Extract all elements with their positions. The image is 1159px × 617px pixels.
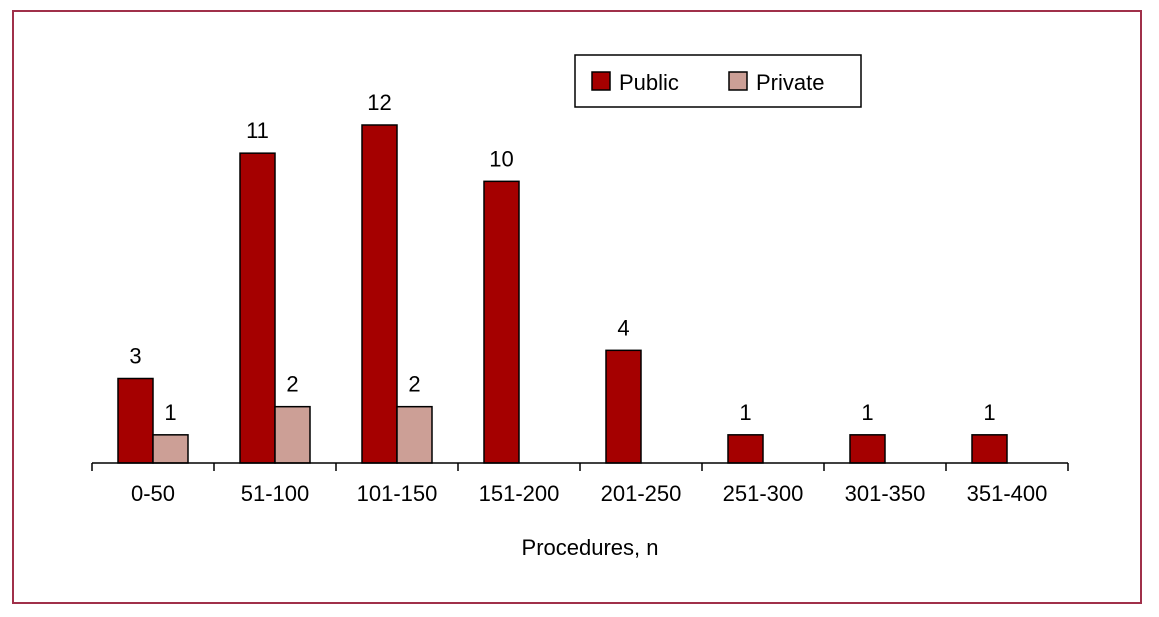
value-label-private-51-100: 2 [286,372,298,397]
bar-public-201-250 [605,349,642,464]
x-tick-label-351-400: 351-400 [967,481,1048,506]
legend-label-private: Private [756,70,824,95]
x-tick-label-251-300: 251-300 [723,481,804,506]
x-axis [91,462,1069,471]
x-tick-label-0-50: 0-50 [131,481,175,506]
value-label-public-101-150: 12 [367,90,391,115]
x-tick-label-101-150: 101-150 [357,481,438,506]
value-label-public-301-350: 1 [861,400,873,425]
bar-private-51-100 [274,405,311,464]
value-label-public-0-50: 3 [129,344,141,369]
bar-public-301-350 [849,434,886,464]
bars-group [117,124,1008,464]
bar-private-101-150 [396,405,433,464]
bar-public-351-400 [971,434,1008,464]
legend-swatch-private [728,71,748,91]
value-label-public-51-100: 11 [246,118,269,143]
legend-box [574,54,862,108]
x-tick-label-51-100: 51-100 [241,481,310,506]
bar-public-251-300 [727,434,764,464]
x-tick-label-301-350: 301-350 [845,481,926,506]
legend-label-public: Public [619,70,679,95]
value-label-public-351-400: 1 [983,400,995,425]
x-tick-label-201-250: 201-250 [601,481,682,506]
legend-swatch-public [591,71,611,91]
value-label-public-251-300: 1 [739,400,751,425]
value-label-private-0-50: 1 [164,400,176,425]
chart-frame [12,10,1142,604]
bar-private-0-50 [152,434,189,464]
bar-public-51-100 [239,152,276,464]
bar-public-151-200 [483,180,520,464]
bar-public-101-150 [361,124,398,464]
x-tick-labels: 0-50 51-100 101-150 151-200 201-250 251-300 30… [131,481,1047,506]
bar-public-0-50 [117,377,154,464]
x-tick-label-151-200: 151-200 [479,481,560,506]
value-label-public-151-200: 10 [489,146,513,171]
legend: Public Private [574,54,862,108]
value-label-public-201-250: 4 [617,315,629,340]
x-axis-title: Procedures, n [522,535,659,560]
value-label-private-101-150: 2 [408,372,420,397]
